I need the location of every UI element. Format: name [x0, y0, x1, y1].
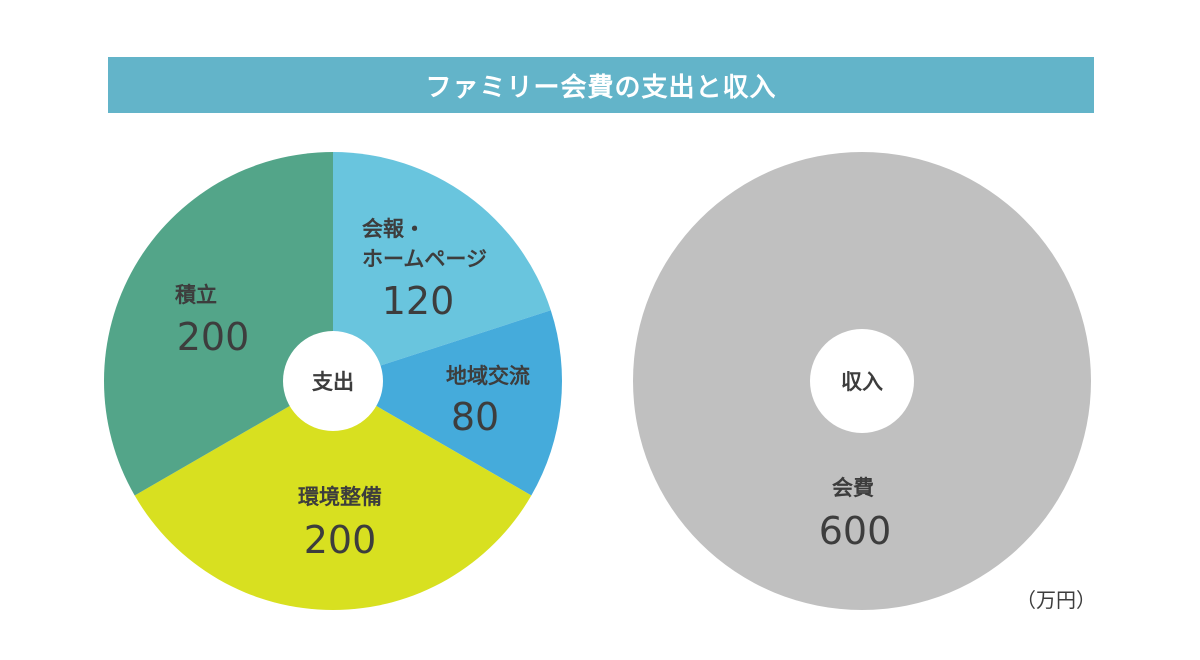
pie-center-hole	[810, 329, 914, 433]
slice-value-label: 80	[451, 395, 499, 439]
pie-slice	[333, 310, 562, 496]
slice-value-label: 200	[177, 315, 250, 359]
slice-name-label: ホームページ	[362, 247, 487, 271]
unit-label: （万円）	[1016, 588, 1096, 612]
slice-value-label: 600	[819, 509, 892, 553]
slice-name-label: 環境整備	[298, 485, 382, 509]
pie-center-hole	[283, 331, 383, 431]
chart-title: ファミリー会費の支出と収入	[425, 72, 777, 103]
pie-center-label: 収入	[841, 370, 883, 394]
pie-slice	[103, 152, 333, 496]
pie-slice	[333, 152, 551, 381]
slice-name-label: 会報・	[362, 217, 425, 241]
slice-name-label: 積立	[175, 283, 217, 307]
slice-value-label: 200	[304, 518, 377, 562]
slice-name-label: 地域交流	[446, 364, 530, 388]
slice-name-label: 会費	[832, 476, 874, 500]
chart-title-bar: ファミリー会費の支出と収入	[108, 57, 1094, 113]
pie-center-label: 支出	[312, 370, 354, 394]
slice-value-label: 120	[382, 279, 455, 323]
